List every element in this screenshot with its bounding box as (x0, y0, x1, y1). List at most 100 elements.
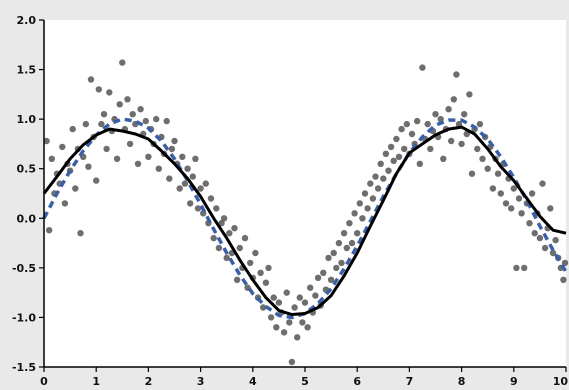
data-point (82, 120, 90, 128)
data-point (265, 264, 272, 272)
y-tick-label: 0.5 (17, 163, 37, 176)
data-point (252, 249, 259, 257)
x-axis-ticks: 0 1 2 3 4 5 6 7 8 9 10 (40, 367, 568, 388)
data-point (280, 329, 288, 336)
data-point (403, 120, 410, 128)
data-point (85, 163, 92, 170)
data-point (129, 111, 136, 118)
data-point (359, 215, 366, 222)
data-point (307, 284, 314, 291)
data-point (260, 304, 267, 311)
data-point (134, 160, 142, 167)
y-tick-label: -1.0 (12, 311, 36, 324)
data-point (202, 180, 209, 187)
scatter-points (43, 59, 569, 366)
y-tick-label: -0.5 (12, 262, 36, 275)
data-point (314, 274, 322, 281)
y-tick-label: 0.0 (17, 212, 37, 225)
data-point (560, 276, 567, 283)
data-point (387, 143, 395, 151)
data-point (197, 185, 204, 192)
data-point (448, 137, 455, 145)
data-point (541, 244, 549, 252)
data-point (296, 294, 303, 301)
data-point (536, 234, 544, 242)
data-point (390, 157, 397, 164)
data-point (374, 185, 382, 192)
data-point (320, 269, 327, 276)
data-point (273, 324, 280, 331)
data-point (46, 227, 53, 234)
data-point (489, 185, 497, 192)
data-point (330, 249, 337, 257)
x-tick-label: 9 (510, 375, 518, 388)
data-point (338, 259, 345, 267)
data-point (424, 120, 431, 128)
data-point (153, 115, 160, 123)
data-point (48, 155, 55, 162)
data-point (312, 292, 319, 299)
data-point (450, 96, 457, 103)
data-point (335, 239, 343, 247)
data-point (348, 239, 356, 247)
data-point (304, 324, 311, 331)
data-point (461, 111, 468, 118)
data-point (466, 91, 473, 98)
data-point (479, 155, 486, 162)
data-point (401, 145, 408, 153)
data-point (106, 89, 113, 96)
data-point (59, 143, 66, 151)
data-point (343, 244, 350, 252)
x-tick-label: 8 (458, 375, 466, 388)
data-point (192, 155, 199, 162)
data-point (262, 279, 270, 286)
x-tick-label: 4 (249, 375, 257, 388)
data-point (369, 195, 377, 202)
data-point (294, 334, 301, 341)
data-point (43, 137, 50, 145)
data-point (126, 140, 134, 148)
data-point (364, 205, 371, 212)
data-point (166, 175, 173, 182)
data-point (163, 117, 170, 125)
data-point (61, 200, 69, 207)
data-point (497, 190, 504, 197)
data-point (291, 304, 298, 311)
data-point (184, 165, 191, 172)
data-point (484, 165, 491, 172)
data-point (231, 225, 238, 232)
data-point (187, 200, 194, 207)
data-point (458, 140, 465, 148)
data-point (380, 175, 387, 182)
data-point (408, 130, 416, 138)
data-point (283, 289, 290, 296)
data-point (494, 170, 502, 177)
data-point (179, 153, 186, 160)
data-point (419, 64, 426, 71)
data-point (226, 230, 233, 237)
data-point (142, 117, 149, 125)
data-point (361, 190, 369, 197)
data-point (168, 145, 176, 153)
data-point (398, 125, 405, 133)
data-point (445, 106, 452, 113)
data-point (93, 177, 100, 184)
y-tick-label: 2.0 (17, 14, 37, 27)
data-point (213, 205, 220, 212)
data-point (98, 120, 105, 128)
data-point (247, 259, 254, 267)
data-point (526, 220, 533, 227)
data-point (69, 125, 76, 133)
data-point (367, 180, 374, 187)
data-point (521, 264, 528, 272)
data-point (286, 319, 293, 326)
data-point (233, 276, 241, 283)
data-point (207, 195, 215, 202)
data-point (116, 101, 123, 108)
data-point (210, 234, 217, 242)
data-point (476, 120, 484, 128)
data-point (510, 185, 517, 192)
data-point (299, 319, 306, 326)
data-point (327, 276, 335, 283)
